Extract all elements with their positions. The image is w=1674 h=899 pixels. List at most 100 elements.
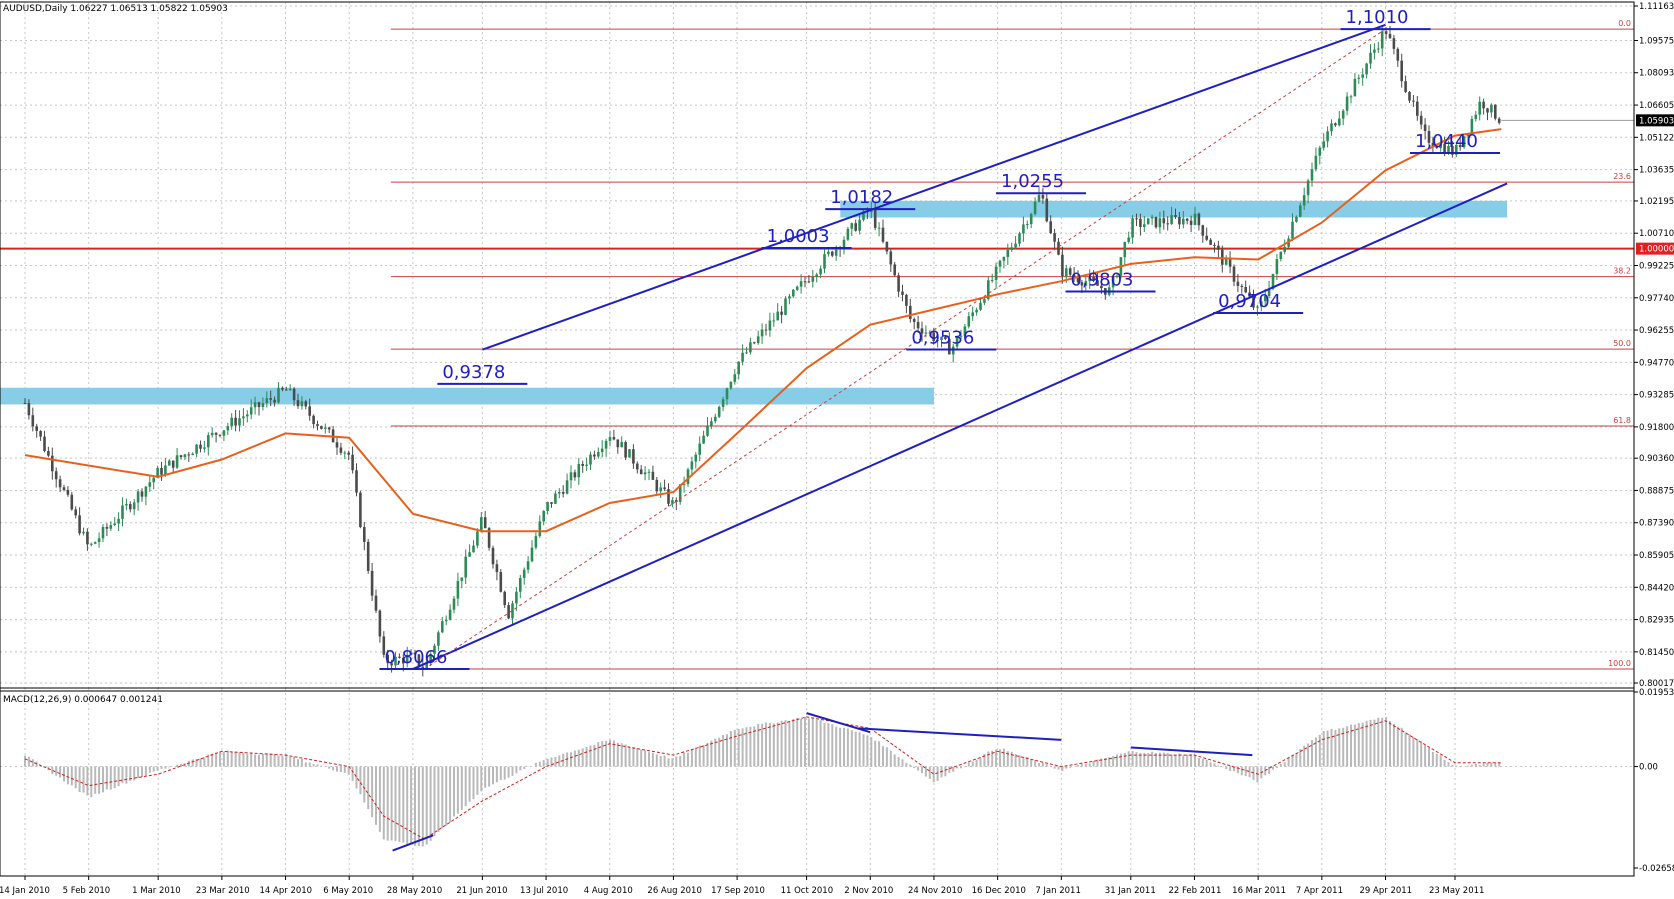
candle-body: [437, 632, 440, 646]
candle-body: [1353, 78, 1357, 97]
candle-body: [444, 619, 448, 622]
candle-body: [733, 374, 737, 382]
candle-body: [1217, 245, 1220, 250]
candle-body: [522, 569, 526, 578]
candle-body: [343, 452, 347, 454]
candle-body: [1057, 241, 1060, 255]
candle-body: [1373, 49, 1376, 53]
candle-body: [507, 605, 510, 619]
macd-info-label: MACD(12,26,9) 0.000647 0.001241: [3, 695, 163, 705]
candle-body: [955, 336, 959, 347]
candle-body: [1412, 100, 1415, 102]
support-resistance-zones: [0, 200, 1508, 405]
candle-body: [1170, 215, 1173, 225]
candle-body: [1084, 281, 1088, 286]
macd-signal-line: [24, 716, 1502, 840]
candle-body: [893, 264, 896, 276]
candle-body: [210, 432, 214, 436]
candle-body: [1029, 213, 1033, 225]
fib-level-label: 38.2: [1613, 267, 1631, 276]
candle-body: [472, 545, 475, 553]
candle-body: [1494, 104, 1497, 119]
candle-body: [1299, 205, 1302, 217]
candle-body: [1361, 74, 1364, 78]
candle-body: [897, 275, 900, 292]
candle-body: [924, 332, 928, 334]
candle-body: [51, 455, 54, 472]
candle-body: [639, 469, 643, 475]
candle-body: [749, 342, 752, 353]
annotation-label: 1,0182: [830, 187, 893, 208]
candle-body: [359, 492, 362, 528]
candle-body: [1318, 147, 1322, 156]
candle-body: [382, 636, 386, 655]
y-tick-label: 1.09575: [1639, 37, 1674, 47]
candle-body: [195, 444, 198, 454]
fib-level-label: 61.8: [1613, 416, 1631, 425]
x-tick-label: 4 Aug 2010: [584, 886, 633, 896]
candle-body: [175, 455, 179, 468]
candle-body: [686, 469, 690, 484]
candle-body: [620, 442, 623, 448]
candle-body: [815, 274, 818, 278]
candle-body: [101, 526, 105, 539]
candle-body: [948, 339, 951, 355]
fib-level-label: 50.0: [1613, 339, 1631, 348]
candle-body: [1334, 123, 1337, 126]
candle-body: [1357, 77, 1361, 79]
symbol-info-label: AUDUSD,Daily 1.06227 1.06513 1.05822 1.0…: [3, 4, 228, 14]
candle-body: [1006, 249, 1010, 257]
candle-body: [1092, 276, 1095, 281]
x-tick-label: 16 Mar 2011: [1232, 886, 1286, 896]
macd-panel-frame: [0, 687, 1635, 877]
candle-body: [515, 591, 518, 604]
candle-body: [682, 483, 686, 485]
candle-body: [409, 652, 413, 655]
candle-body: [203, 447, 206, 449]
candle-body: [663, 487, 666, 490]
candle-body: [207, 435, 210, 448]
candle-body: [1010, 247, 1013, 250]
candle-body: [873, 208, 877, 228]
zone-rect: [0, 387, 934, 405]
candle-body: [47, 451, 50, 456]
candle-body: [35, 426, 38, 431]
candle-body: [1490, 104, 1493, 113]
candle-body: [1088, 276, 1091, 282]
candle-body: [573, 472, 577, 478]
candle-body: [655, 479, 659, 492]
candle-body: [577, 464, 581, 478]
candle-body: [1166, 223, 1169, 225]
y-tick-label: 0.85905: [1639, 551, 1674, 561]
candle-body: [499, 572, 503, 592]
candle-body: [877, 227, 881, 229]
candle-body: [651, 471, 655, 480]
candle-body: [1263, 296, 1267, 302]
candle-body: [503, 591, 506, 606]
x-tick-label: 2 Nov 2010: [844, 886, 893, 896]
candle-body: [885, 241, 889, 252]
candle-body: [1416, 101, 1419, 116]
candle-body: [788, 296, 791, 299]
candle-body: [1068, 268, 1072, 275]
candle-body: [66, 489, 70, 495]
candle-body: [1497, 118, 1501, 123]
candle-body: [1435, 146, 1439, 149]
candle-body: [850, 223, 854, 229]
candle-body: [238, 418, 241, 426]
candle-body: [246, 414, 249, 417]
candle-body: [300, 401, 304, 407]
candle-body: [511, 603, 514, 619]
candle-body: [1232, 266, 1236, 282]
y-tick-label: 1.03635: [1639, 166, 1674, 176]
candle-body: [460, 577, 464, 581]
candle-body: [491, 547, 495, 565]
candle-body: [1451, 145, 1454, 155]
candle-body: [335, 442, 339, 448]
candle-body: [764, 329, 768, 331]
candle-body: [421, 666, 425, 670]
candle-body: [413, 652, 417, 655]
candle-body: [429, 653, 432, 662]
candle-body: [347, 452, 350, 455]
candle-body: [1162, 218, 1166, 224]
